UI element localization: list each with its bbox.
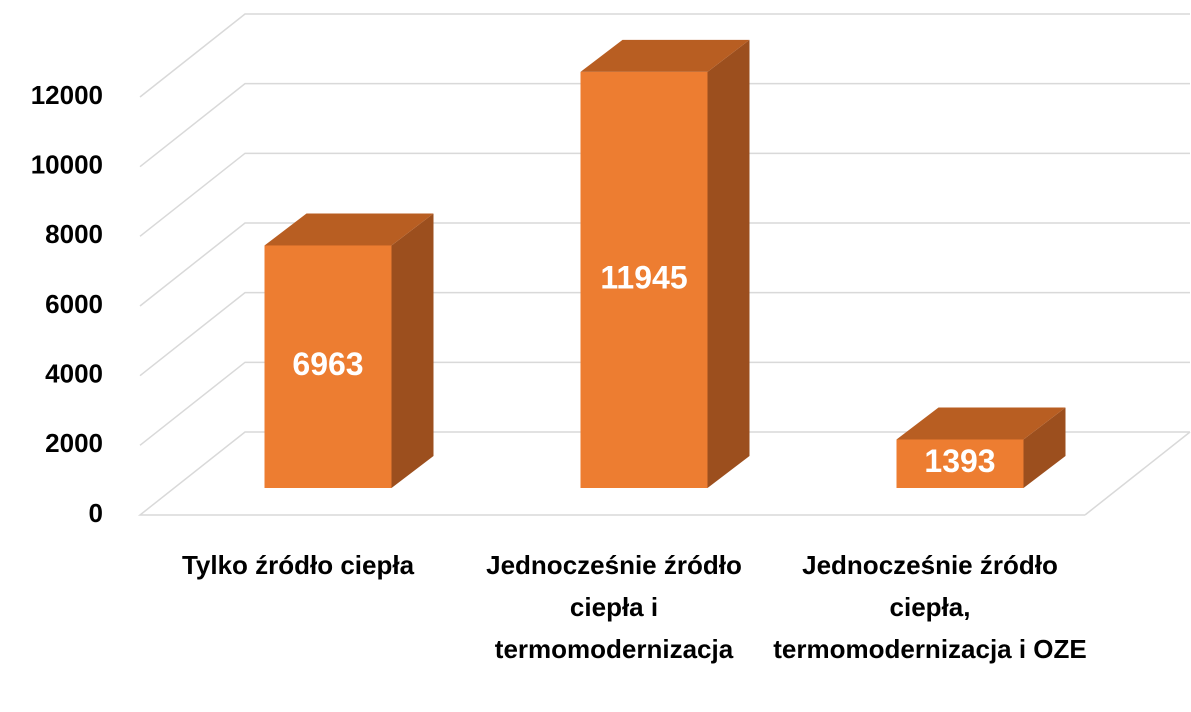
grid-line xyxy=(139,361,1190,446)
bar-side xyxy=(707,39,750,488)
bar-side xyxy=(1023,407,1066,488)
data-label: 11945 xyxy=(600,259,687,295)
bar-top xyxy=(580,39,750,72)
y-tick-label: 6000 xyxy=(45,289,103,319)
x-tick-label: Jednocześnie źródło ciepła i termomodern… xyxy=(486,550,742,664)
x-tick-label: Jednocześnie źródło ciepła, termomoderni… xyxy=(773,550,1087,664)
data-label: 6963 xyxy=(292,346,363,382)
bar xyxy=(580,71,708,488)
y-tick-label: 4000 xyxy=(45,359,103,389)
grid-line xyxy=(139,291,1190,377)
y-tick-label: 10000 xyxy=(31,150,103,180)
grid-line xyxy=(139,13,1190,98)
data-label: 1393 xyxy=(924,443,995,479)
grid-line xyxy=(139,152,1190,237)
y-tick-label: 12000 xyxy=(31,80,103,110)
bar-side xyxy=(391,213,434,488)
bar-top xyxy=(264,213,434,246)
y-tick-label: 0 xyxy=(89,498,103,528)
y-tick-label: 2000 xyxy=(45,428,103,458)
grid-line xyxy=(139,82,1190,168)
bar xyxy=(896,439,1024,488)
bar xyxy=(264,245,392,488)
x-tick-label: Tylko źródło ciepła xyxy=(181,550,415,580)
bar-top xyxy=(896,407,1066,440)
grid-line xyxy=(139,222,1190,307)
y-tick-label: 8000 xyxy=(45,219,103,249)
